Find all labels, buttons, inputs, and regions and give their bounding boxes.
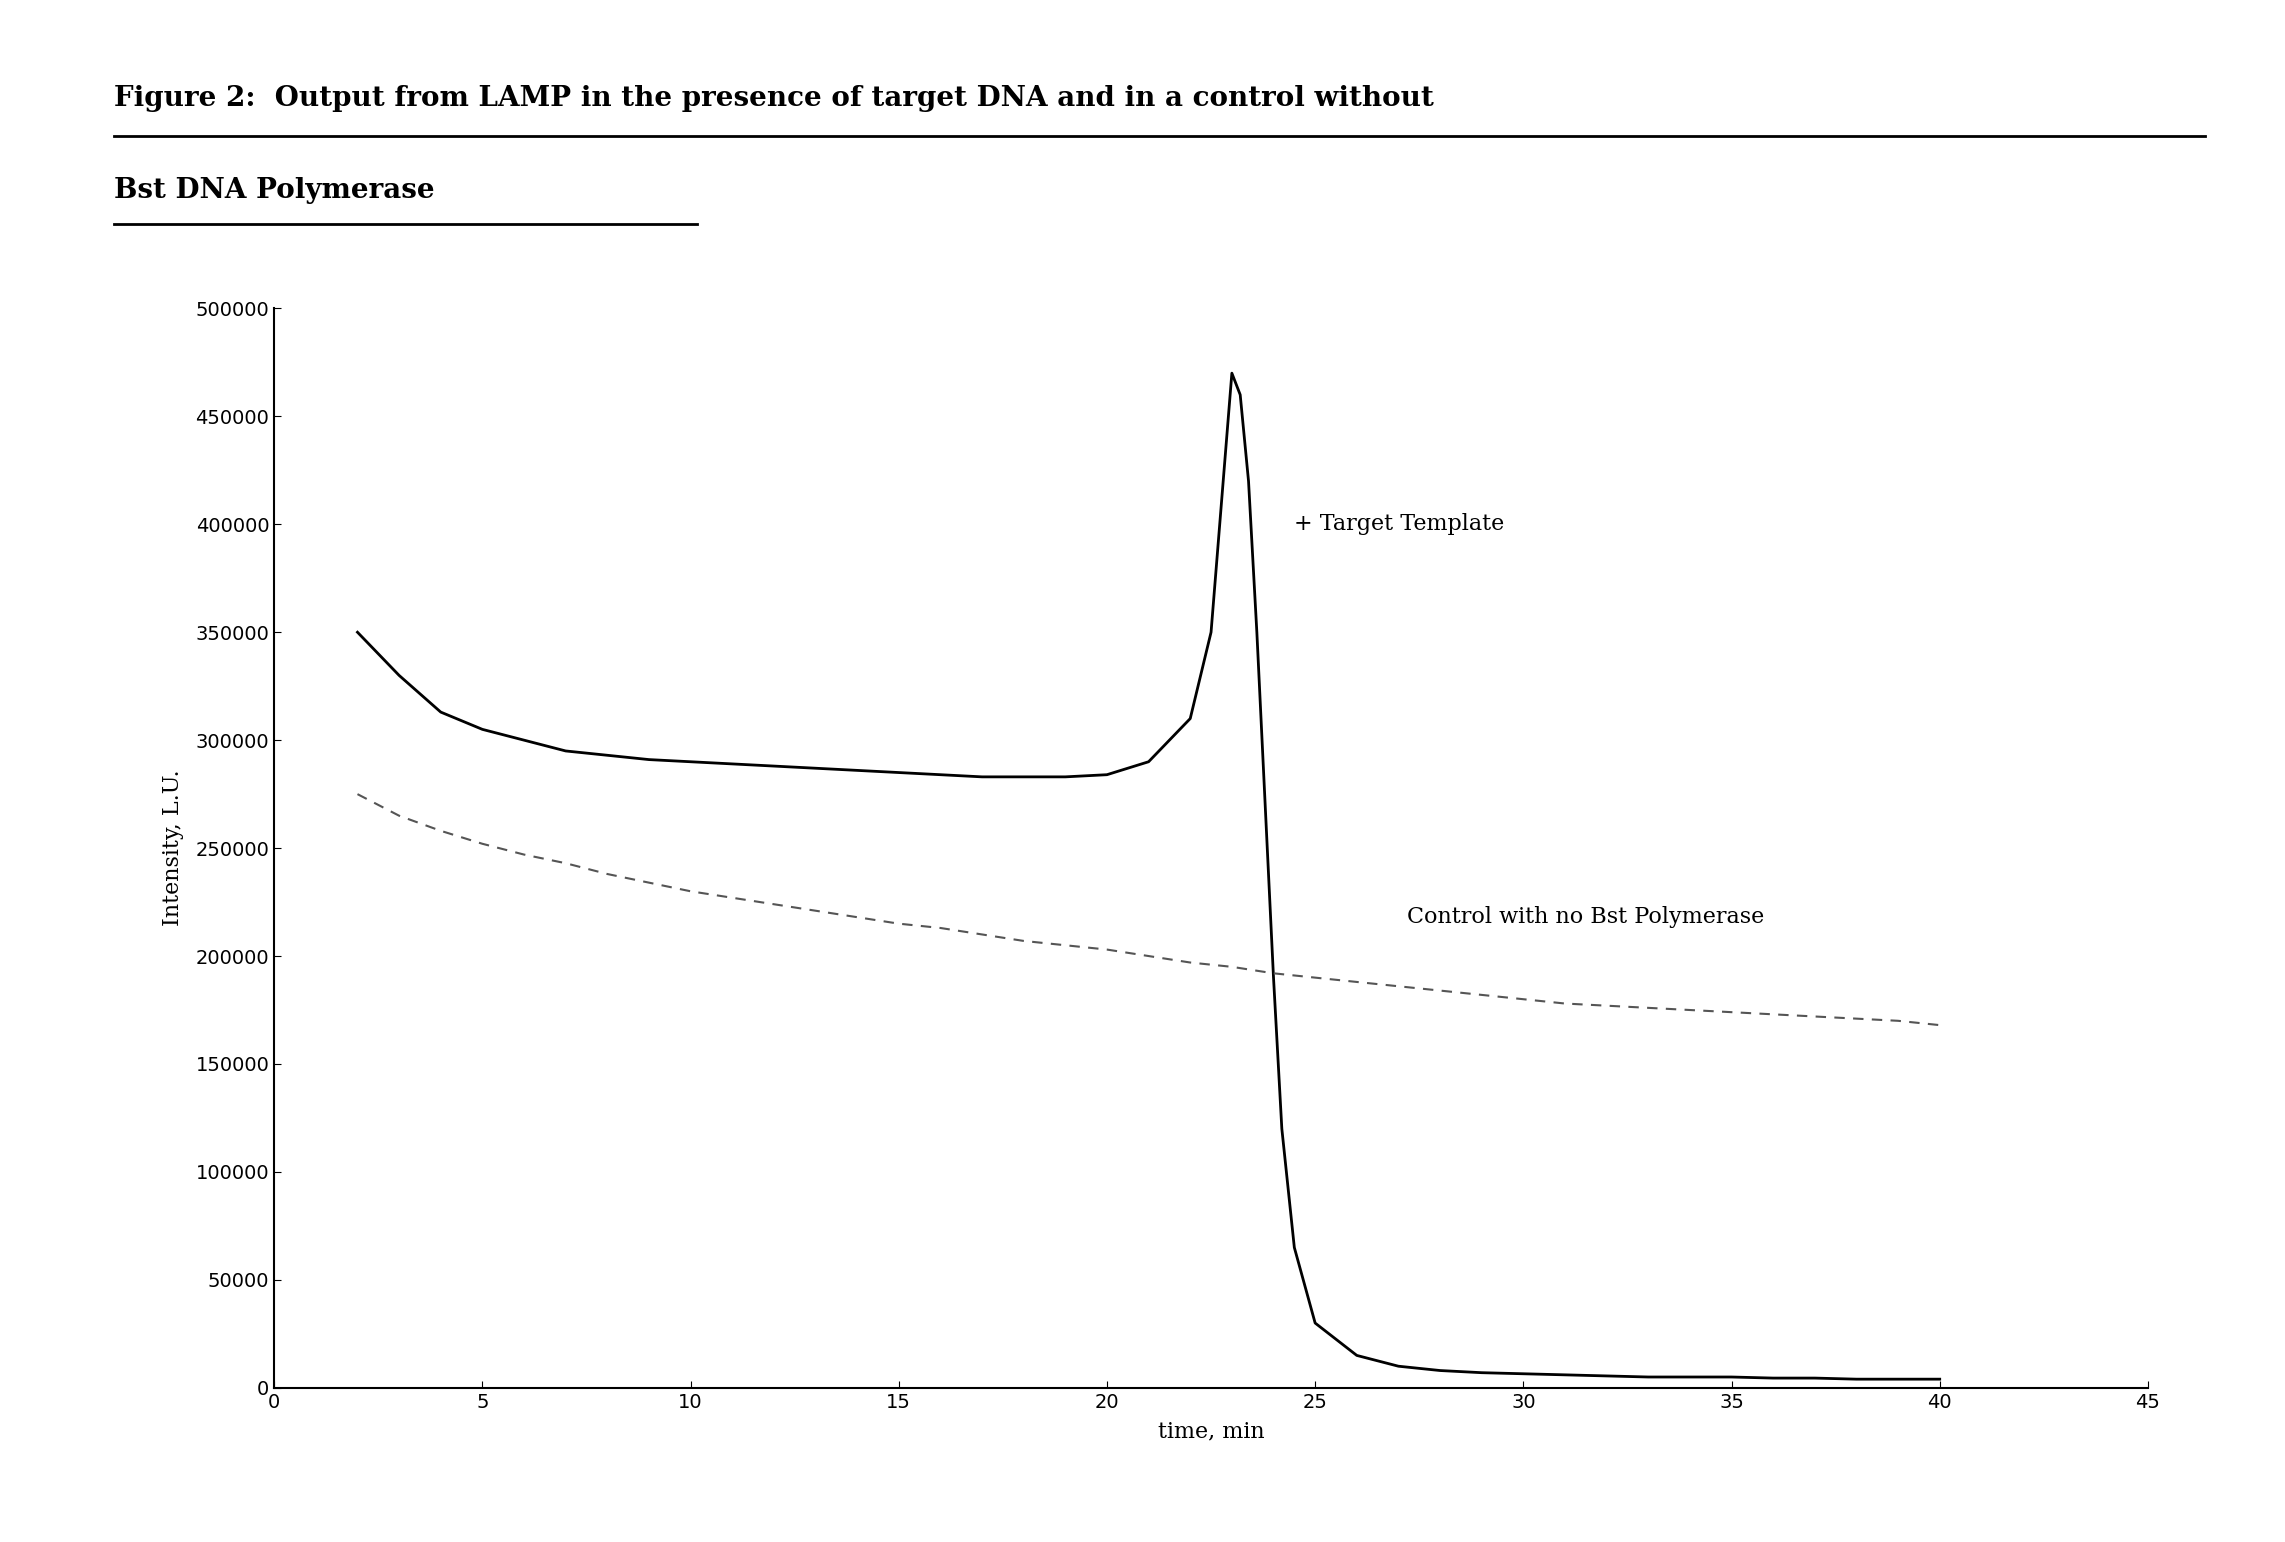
Text: Bst DNA Polymerase: Bst DNA Polymerase [114, 177, 434, 205]
Text: Figure 2:  Output from LAMP in the presence of target DNA and in a control witho: Figure 2: Output from LAMP in the presen… [114, 85, 1435, 113]
Text: + Target Template: + Target Template [1293, 513, 1504, 535]
Y-axis label: Intensity, L.U.: Intensity, L.U. [162, 769, 185, 927]
X-axis label: time, min: time, min [1158, 1420, 1264, 1442]
Text: Control with no Bst Polymerase: Control with no Bst Polymerase [1408, 907, 1764, 928]
